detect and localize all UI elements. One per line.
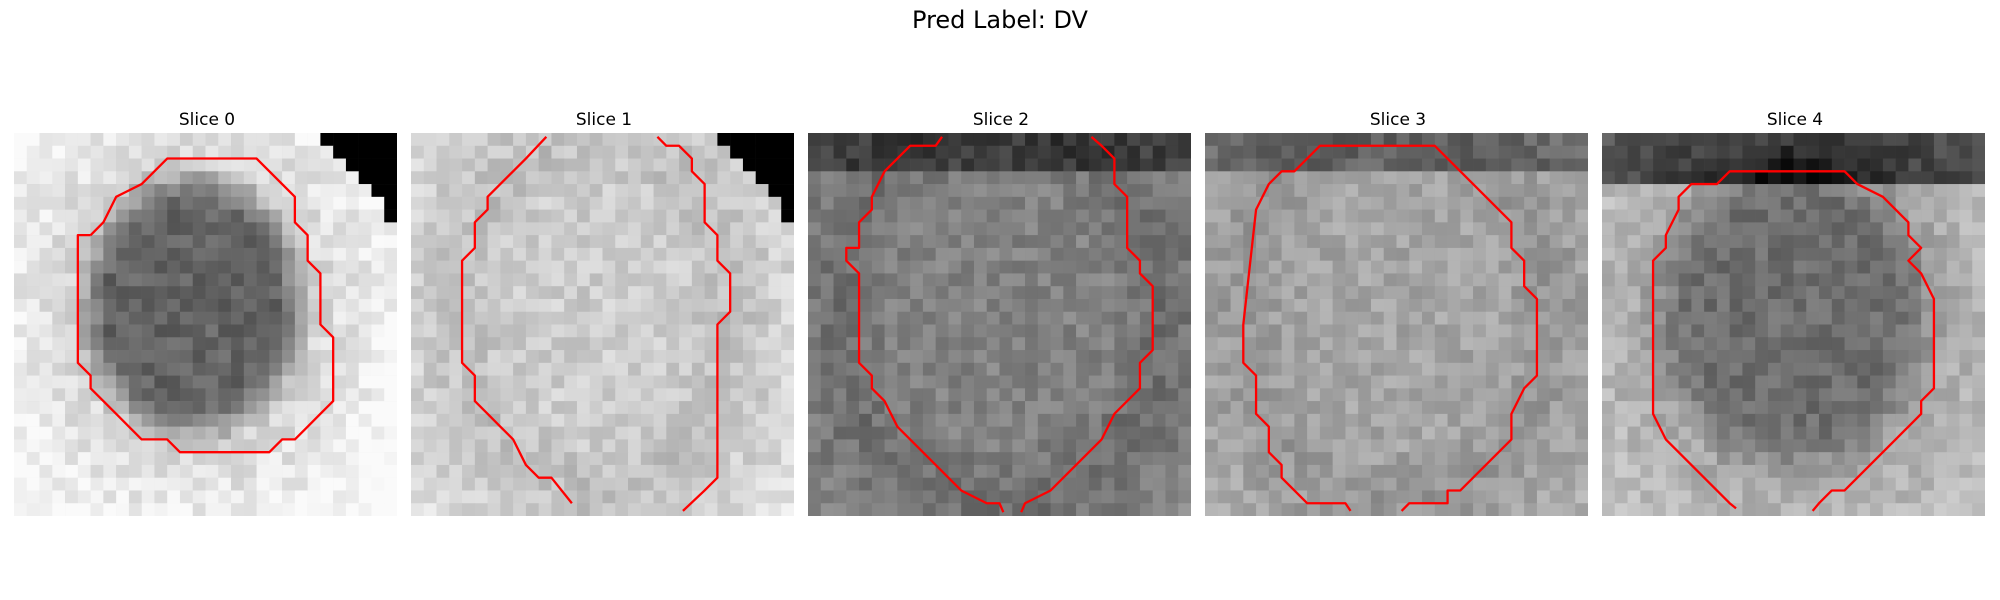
contour-line xyxy=(76,157,335,454)
contour-line xyxy=(460,136,573,504)
slice-title-3: Slice 3 xyxy=(1369,110,1427,130)
contour-line xyxy=(1651,170,1936,512)
figure-title: Pred Label: DV xyxy=(912,6,1088,34)
slice-title-1: Slice 1 xyxy=(575,110,633,130)
slice-image-1 xyxy=(411,133,794,516)
slice-title-2: Slice 2 xyxy=(972,110,1030,130)
slice-image-2 xyxy=(808,133,1191,516)
slice-image-3 xyxy=(1205,133,1588,516)
slice-image-4 xyxy=(1602,133,1985,516)
contour-line xyxy=(1020,135,1154,513)
slice-panel-1: Slice 1 xyxy=(411,108,797,516)
slice-panel-3: Slice 3 xyxy=(1205,108,1591,516)
slice-panel-0: Slice 0 xyxy=(14,108,400,516)
slice-panel-2: Slice 2 xyxy=(808,108,1194,516)
contour-line xyxy=(1242,144,1539,512)
slice-panel-4: Slice 4 xyxy=(1602,108,1988,516)
contour-line xyxy=(656,136,732,512)
slice-title-0: Slice 0 xyxy=(178,110,236,130)
slice-image-0 xyxy=(14,133,397,516)
contour-line xyxy=(845,136,1005,513)
slice-title-4: Slice 4 xyxy=(1766,110,1824,130)
